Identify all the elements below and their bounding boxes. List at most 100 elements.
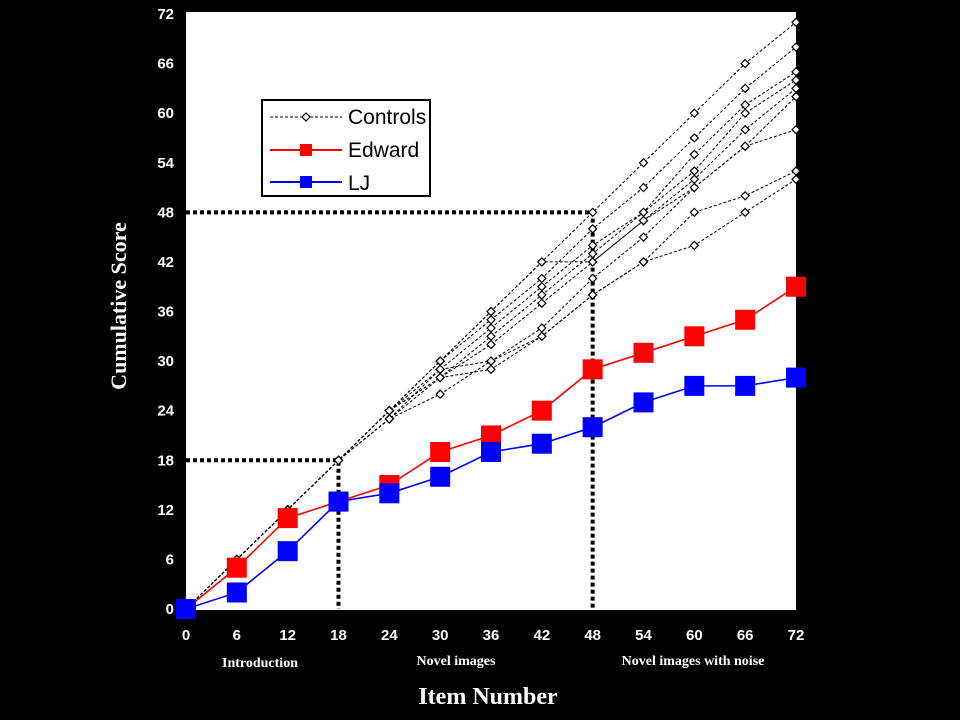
controls-point: [587, 248, 598, 259]
controls-point: [587, 224, 598, 234]
controls-point: [536, 323, 547, 333]
controls-point: [740, 207, 751, 218]
lj-point: [226, 582, 247, 603]
y-tick-label: 48: [157, 204, 174, 221]
legend-controls-label: Controls: [348, 106, 426, 129]
controls-point: [791, 91, 801, 102]
x-tick-label: 18: [330, 627, 347, 644]
controls-point: [536, 331, 547, 342]
controls-point: [689, 207, 700, 218]
controls-point: [791, 83, 801, 94]
controls-point: [536, 290, 547, 300]
x-tick-label: 6: [233, 627, 241, 644]
controls-point: [740, 58, 751, 69]
controls-point: [791, 166, 801, 176]
controls-point: [486, 356, 496, 366]
x-tick-label: 72: [788, 627, 805, 644]
controls-point: [536, 298, 547, 309]
lj-point: [176, 599, 196, 619]
y-tick-label: 60: [157, 105, 174, 122]
controls-point: [689, 149, 700, 160]
lj-point: [735, 375, 756, 396]
edward-point: [277, 508, 298, 529]
controls-point: [486, 364, 496, 375]
controls-point: [384, 414, 395, 424]
controls-point: [740, 124, 751, 135]
edward-point: [430, 441, 451, 462]
lj-point: [277, 541, 298, 562]
y-tick-label: 72: [157, 6, 174, 23]
legend-controls-marker: [301, 112, 311, 122]
controls-point: [740, 108, 751, 119]
section-label-introduction: Introduction: [222, 656, 298, 671]
x-tick-label: 60: [686, 627, 703, 644]
x-axis-title: Item Number: [418, 684, 558, 710]
section-label-novel-images-noise: Novel images with noise: [622, 654, 765, 669]
controls-point: [689, 166, 700, 176]
edward-point: [226, 557, 247, 578]
controls-point: [689, 240, 700, 251]
controls-point: [435, 389, 446, 399]
controls-point: [333, 455, 344, 466]
controls-point: [791, 66, 801, 77]
controls-point: [740, 100, 751, 110]
controls-point: [587, 207, 598, 218]
controls-point: [486, 339, 496, 350]
x-tick-label: 48: [584, 627, 601, 644]
edward-point: [735, 309, 756, 330]
edward-point: [684, 326, 705, 347]
y-tick-label: 42: [157, 254, 174, 271]
y-tick-label: 24: [157, 403, 174, 420]
x-tick-label: 54: [635, 627, 652, 644]
controls-point: [536, 273, 547, 284]
x-tick-label: 12: [279, 627, 296, 644]
controls-point: [435, 356, 446, 366]
controls-point: [740, 141, 751, 152]
y-tick-label: 0: [166, 601, 174, 618]
y-tick-label: 36: [157, 304, 174, 321]
controls-point: [486, 331, 496, 342]
y-tick-label: 6: [166, 551, 174, 568]
controls-point: [638, 182, 649, 193]
edward-point: [786, 276, 806, 297]
legend-edward-label: Edward: [348, 139, 419, 162]
lj-point: [582, 417, 603, 438]
controls-point: [536, 257, 547, 267]
lj-point: [328, 491, 349, 512]
controls-point: [689, 133, 700, 143]
edward-point: [481, 425, 501, 446]
controls-point: [587, 273, 598, 284]
section-label-novel-images: Novel images: [417, 654, 496, 669]
controls-point: [689, 108, 700, 119]
x-tick-label: 30: [432, 627, 449, 644]
controls-point: [638, 232, 649, 242]
controls-point: [536, 281, 547, 292]
controls-point: [791, 174, 801, 185]
controls-point: [791, 124, 801, 135]
legend-box: [261, 99, 431, 197]
lj-point: [633, 392, 654, 413]
controls-point: [587, 240, 598, 251]
controls-point: [486, 314, 496, 325]
reference-line: [186, 458, 341, 609]
x-tick-label: 66: [737, 627, 754, 644]
y-tick-label: 12: [157, 502, 174, 519]
x-tick-label: 24: [381, 627, 398, 644]
legend-edward-marker: [300, 144, 312, 156]
controls-point: [435, 364, 446, 375]
lj-point: [481, 441, 501, 462]
y-tick-label: 18: [157, 452, 174, 469]
controls-point: [740, 83, 751, 94]
edward-point: [582, 359, 603, 380]
controls-point: [384, 405, 395, 416]
lj-point: [684, 375, 705, 396]
controls-point: [791, 75, 801, 85]
controls-point: [689, 182, 700, 193]
edward-point: [633, 342, 654, 363]
x-tick-label: 42: [533, 627, 550, 644]
controls-point: [638, 215, 649, 226]
legend-lj-label: LJ: [348, 172, 370, 195]
controls-point: [638, 157, 649, 168]
y-tick-label: 66: [157, 56, 174, 73]
